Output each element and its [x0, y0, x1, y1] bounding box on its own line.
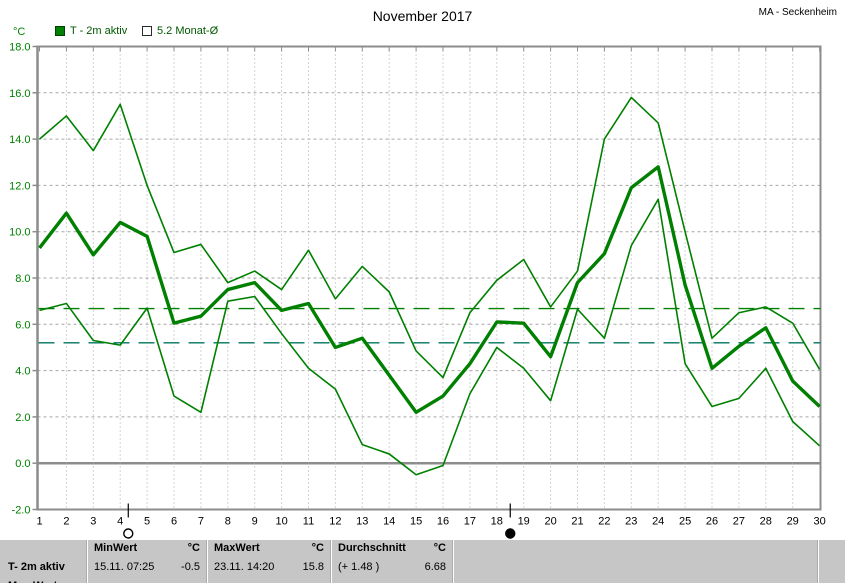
full-moon-marker [123, 528, 134, 539]
empty-header-end-cell [817, 540, 845, 559]
x-tick-label: 7 [198, 516, 204, 528]
x-tick-label: 27 [733, 516, 745, 528]
x-tick-label: 18 [491, 516, 503, 528]
durchschnitt-unit: °C [433, 542, 446, 554]
durchschnitt-header: Durchschnitt [338, 542, 406, 554]
partial-cell-1 [86, 578, 206, 583]
page-title: November 2017 [372, 8, 473, 24]
maxwert-value: 15.8 [302, 561, 324, 573]
legend-label-reference: 5.2 Monat-Ø [157, 25, 219, 37]
empty-header-cell [452, 540, 817, 559]
x-tick-label: 30 [813, 516, 825, 528]
x-tick-label: 16 [437, 516, 449, 528]
legend-entry-reference: 5.2 Monat-Ø [142, 25, 218, 37]
table-corner-cell [0, 540, 86, 559]
daily-mean-temperature [38, 165, 821, 414]
minwert-header-cell: MinWert °C [86, 540, 206, 559]
empty-value-cell [452, 559, 817, 578]
durchschnitt-delta: (+ 1.48 ) [338, 561, 380, 573]
y-tick-label: -2.0 [12, 505, 31, 517]
y-tick-label: 2.0 [15, 412, 30, 424]
minwert-value-cell: 15.11. 07:25 -0.5 [86, 559, 206, 578]
maxwert-unit: °C [311, 542, 324, 554]
station-name: MA - Seckenheim [758, 7, 837, 18]
maxwert-header-cell: MaxWert °C [206, 540, 330, 559]
x-tick-label: 21 [571, 516, 583, 528]
y-axis-unit-label: °C [13, 26, 26, 38]
y-tick-label: 8.0 [15, 273, 30, 285]
daily-max-temperature [38, 96, 821, 379]
x-tick-label: 2 [63, 516, 69, 528]
maxwert-value-cell: 23.11. 14:20 15.8 [206, 559, 330, 578]
open-square-icon [142, 26, 152, 36]
y-tick-label: 6.0 [15, 319, 30, 331]
x-tick-label: 6 [171, 516, 177, 528]
x-tick-label: 11 [303, 516, 314, 528]
legend-label-active: T - 2m aktiv [70, 25, 128, 37]
new-moon-marker [505, 528, 516, 539]
temperature-chart: 18.0 16.0 14.0 12.0 10.0 8.0 6.0 4.0 2.0 0.0 -2.0 1… [9, 42, 826, 539]
x-tick-label: 4 [117, 516, 123, 528]
legend-entry-active: T - 2m aktiv [55, 25, 127, 37]
x-tick-label: 5 [144, 516, 150, 528]
x-tick-label: 22 [598, 516, 610, 528]
x-tick-label: 3 [90, 516, 96, 528]
statistics-table: MinWert °C MaxWert °C Durchschnitt °C T-… [0, 540, 845, 583]
y-tick-label: 4.0 [15, 366, 30, 378]
x-tick-label: 23 [625, 516, 637, 528]
y-tick-label: 0.0 [15, 458, 30, 470]
x-tick-label: 1 [36, 516, 42, 528]
x-tick-label: 8 [225, 516, 231, 528]
x-tick-label: 12 [329, 516, 341, 528]
x-tick-label: 15 [410, 516, 422, 528]
x-tick-label: 29 [787, 516, 799, 528]
maxwert-header: MaxWert [214, 542, 260, 554]
x-tick-label: 9 [252, 516, 258, 528]
chart-svg: 18.0 16.0 14.0 12.0 10.0 8.0 6.0 4.0 2.0 0.0 -2.0 1… [9, 42, 826, 539]
x-tick-label: 24 [652, 516, 664, 528]
x-tick-label: 14 [383, 516, 395, 528]
minwert-datetime: 15.11. 07:25 [94, 561, 155, 573]
durchschnitt-value-cell: (+ 1.48 ) 6.68 [330, 559, 452, 578]
minwert-value: -0.5 [181, 561, 200, 573]
partial-cell-3 [330, 578, 452, 583]
x-tick-label: 20 [544, 516, 556, 528]
x-tick-label: 10 [275, 516, 287, 528]
empty-value-end-cell [817, 559, 845, 578]
partial-next-row-label: Max-Wert [0, 578, 86, 583]
x-tick-label: 17 [464, 516, 476, 528]
y-tick-label: 16.0 [9, 88, 30, 100]
y-tick-label: 14.0 [9, 134, 30, 146]
durchschnitt-header-cell: Durchschnitt °C [330, 540, 452, 559]
x-tick-label: 13 [356, 516, 368, 528]
y-tick-label: 10.0 [9, 227, 30, 239]
partial-cell-4 [452, 578, 817, 583]
y-tick-label: 18.0 [9, 42, 30, 54]
x-tick-label: 25 [679, 516, 691, 528]
filled-square-icon [55, 26, 65, 36]
maxwert-datetime: 23.11. 14:20 [214, 561, 275, 573]
durchschnitt-value: 6.68 [424, 561, 446, 573]
minwert-header: MinWert [94, 542, 138, 554]
y-tick-label: 12.0 [9, 180, 30, 192]
partial-cell-5 [817, 578, 845, 583]
x-tick-label: 26 [706, 516, 718, 528]
daily-min-temperature [39, 198, 821, 476]
partial-cell-2 [206, 578, 330, 583]
x-tick-label: 28 [760, 516, 772, 528]
minwert-unit: °C [187, 542, 200, 554]
series-row-label: T- 2m aktiv [8, 561, 65, 573]
x-tick-label: 19 [518, 516, 530, 528]
